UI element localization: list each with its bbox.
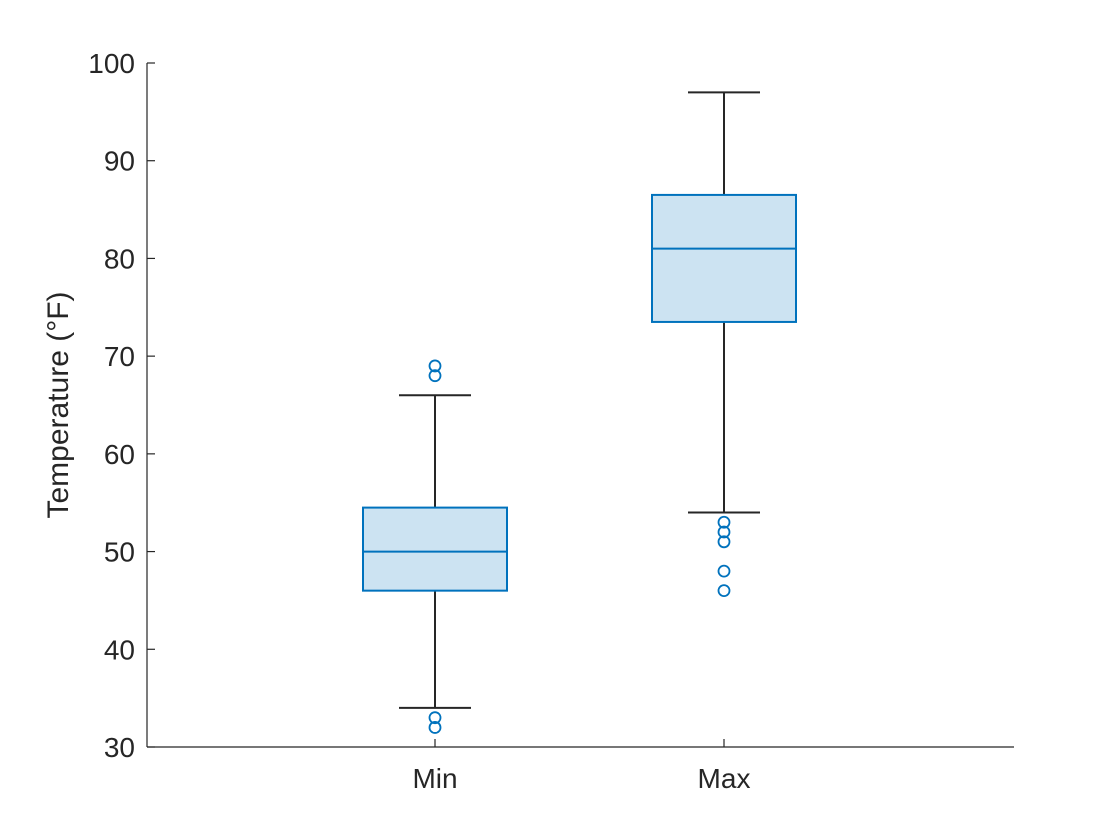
y-tick-label: 50 xyxy=(104,537,135,568)
plot-area xyxy=(362,91,797,734)
x-tick-label: Min xyxy=(412,763,457,794)
y-tick-label: 90 xyxy=(104,146,135,177)
outlier-point xyxy=(428,359,442,373)
box xyxy=(362,506,508,592)
outlier-point xyxy=(717,584,731,598)
outlier-point xyxy=(428,369,442,383)
x-tick-label: Max xyxy=(698,763,751,794)
y-tick-label: 30 xyxy=(104,732,135,763)
outlier-point xyxy=(428,721,442,734)
y-tick-label: 70 xyxy=(104,341,135,372)
y-axis: 30 40 50 60 70 80 90 100 xyxy=(88,48,155,763)
outlier-point xyxy=(717,525,731,539)
outlier-point xyxy=(428,711,442,725)
x-axis: Min Max xyxy=(147,739,1014,794)
y-tick-label: 60 xyxy=(104,439,135,470)
box-group-min xyxy=(362,359,508,734)
box xyxy=(651,193,797,323)
y-tick-label: 80 xyxy=(104,243,135,274)
y-tick-label: 100 xyxy=(88,48,135,79)
outlier-point xyxy=(717,564,731,578)
outlier-point xyxy=(717,535,731,549)
y-tick-label: 40 xyxy=(104,634,135,665)
y-axis-label: Temperature (°F) xyxy=(42,291,75,518)
box-group-max xyxy=(651,91,797,598)
outlier-point xyxy=(717,515,731,529)
